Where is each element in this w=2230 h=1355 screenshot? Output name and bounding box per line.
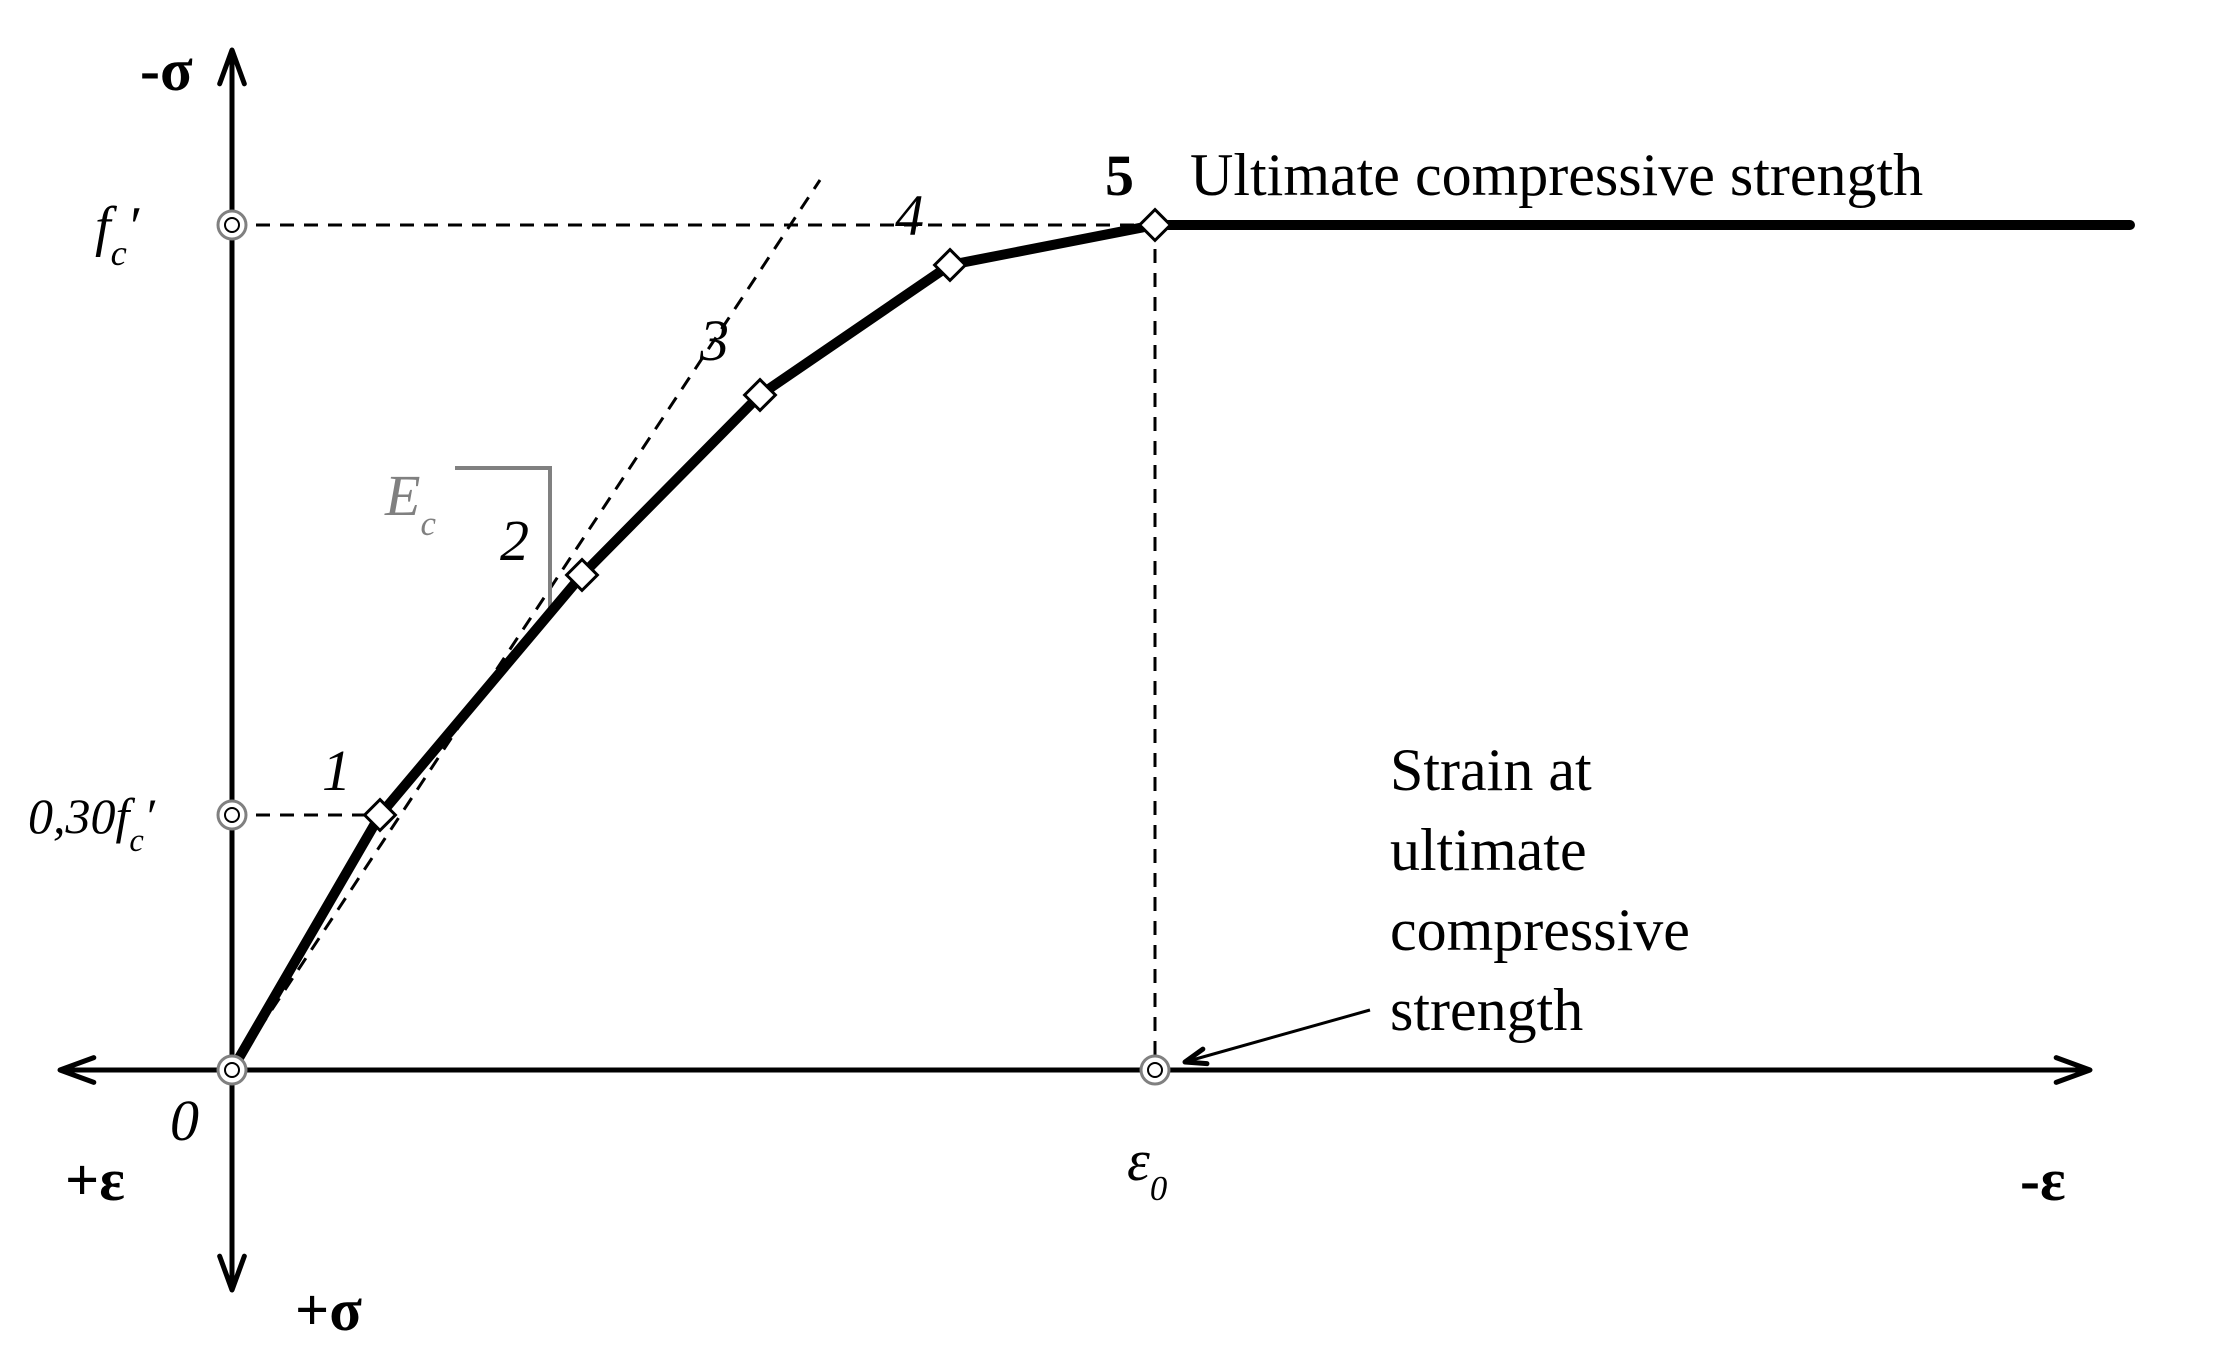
- tangent-line: [232, 180, 820, 1070]
- tick-marker-inner-3: [1148, 1063, 1162, 1077]
- point-label-0: 0: [170, 1088, 199, 1153]
- xtick-eps0: ε0: [1127, 1128, 1167, 1208]
- point-label-2: 2: [500, 508, 529, 573]
- curve-marker-5: [1140, 210, 1171, 241]
- point-label-5: 5: [1105, 143, 1134, 208]
- axis-label-x_right: -ε: [2020, 1147, 2066, 1213]
- label-ultimate-strength: Ultimate compressive strength: [1190, 142, 1923, 208]
- label-strain-block-1: ultimate: [1390, 817, 1587, 883]
- label-strain-block-0: Strain at: [1390, 737, 1592, 803]
- label-ec: Ec: [384, 463, 436, 543]
- tick-marker-inner-0: [225, 1063, 239, 1077]
- point-label-4: 4: [895, 183, 924, 248]
- label-strain-block-3: strength: [1390, 977, 1583, 1043]
- tick-marker-inner-2: [225, 808, 239, 822]
- stress-strain-curve: [232, 225, 2130, 1070]
- ytick-fc: fc′: [95, 196, 140, 273]
- axis-label-x_left: +ε: [65, 1147, 125, 1213]
- point-label-3: 3: [699, 308, 729, 373]
- ytick-fc30: 0,30fc′: [28, 788, 156, 859]
- tick-marker-inner-1: [225, 218, 239, 232]
- point-label-1: 1: [322, 738, 351, 803]
- label-strain-block-2: compressive: [1390, 897, 1690, 963]
- arrow-to-eps0: [1185, 1010, 1370, 1062]
- axis-label-y_down: +σ: [295, 1277, 362, 1343]
- axis-label-y_up: -σ: [140, 37, 193, 103]
